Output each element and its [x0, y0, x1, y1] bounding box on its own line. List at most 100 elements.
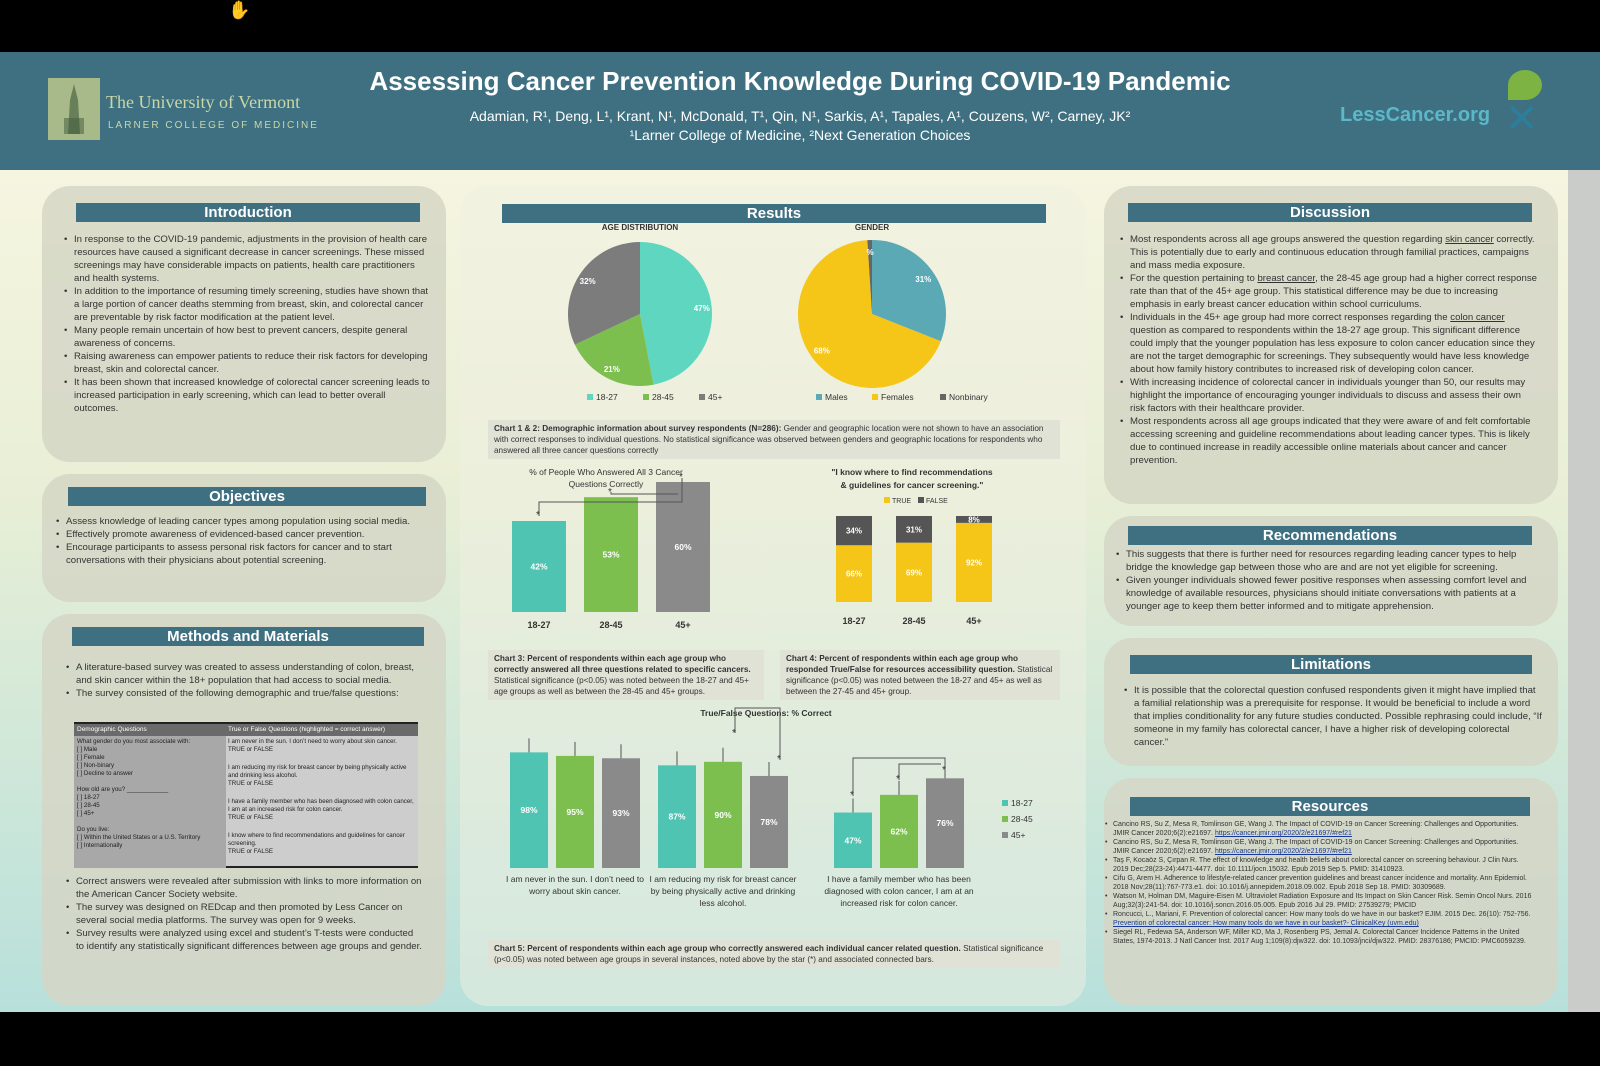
legend-swatch [884, 497, 890, 503]
significance-star: * [608, 487, 612, 498]
uvm-logo-block: The University of Vermont LARNER COLLEGE… [48, 78, 317, 140]
tf-question-2: I am reducing my risk for breast cancer … [228, 764, 407, 787]
category-label: 28-45 [599, 620, 622, 630]
bar-true [956, 522, 992, 602]
legend-label: TRUE [892, 498, 911, 505]
chart4-title-line2: & guidelines for cancer screening." [841, 480, 984, 490]
bar-value-label: 8% [968, 515, 980, 524]
bar-value-label: 92% [966, 558, 982, 567]
caption-chart-1-2-bold: Chart 1 & 2: Demographic information abo… [494, 424, 782, 433]
list-item: It is possible that the colorectal quest… [1124, 684, 1542, 749]
list-item: The survey consisted of the following de… [66, 687, 422, 700]
reference-item: Cancino RS, Su Z, Mesa R, Tomlinson GE, … [1105, 820, 1535, 838]
legend-label: FALSE [926, 498, 948, 505]
discussion-text: Most respondents across all age groups i… [1130, 416, 1531, 466]
resources-list: Cancino RS, Su Z, Mesa R, Tomlinson GE, … [1105, 820, 1535, 946]
pie-slice [640, 242, 712, 385]
table-header: Demographic Questions True or False Ques… [74, 724, 418, 736]
methods-heading: Methods and Materials [72, 627, 424, 646]
list-item: Correct answers were revealed after subm… [66, 875, 422, 901]
category-label: I am never in the sun. I don’t need to [506, 874, 644, 884]
demographic-column: What gender do you most associate with: … [74, 736, 226, 868]
bar [510, 752, 548, 868]
category-label: diagnosed with colon cancer, I am at an [824, 886, 974, 896]
bar-value-label: 60% [674, 542, 691, 552]
significance-bracket [734, 707, 781, 760]
category-label: worry about skin cancer. [528, 886, 621, 896]
discussion-text: correctly. This is potentially due to ea… [1130, 234, 1535, 271]
leaf-icon [1508, 70, 1542, 100]
discussion-text: Most respondents across all age groups a… [1130, 234, 1446, 245]
caption-chart-5-text: Statistical significance (p<0.05) was no… [494, 944, 1044, 964]
bar-true [896, 542, 932, 602]
bar-value-label: 76% [936, 818, 953, 828]
limitations-list: It is possible that the colorectal quest… [1124, 684, 1542, 749]
category-label: by being physically active and drinking [651, 886, 796, 896]
bar [926, 778, 964, 868]
reference-item: Cancino RS, Su Z, Mesa R, Tomlinson GE, … [1105, 838, 1535, 856]
category-label: less alcohol. [700, 898, 747, 908]
legend-swatch [699, 394, 705, 400]
bar [750, 775, 788, 868]
bar-value-label: 90% [714, 810, 731, 820]
bar [512, 521, 566, 612]
objectives-heading: Objectives [68, 487, 426, 506]
category-label: 18-27 [527, 620, 550, 630]
significance-star: * [732, 728, 736, 739]
bar-false [836, 516, 872, 546]
category-label: increased risk for colon cancer. [840, 898, 957, 908]
pie-title: GENDER [855, 223, 889, 232]
list-item: Individuals in the 45+ age group had mor… [1120, 311, 1538, 376]
pie-slice [798, 240, 941, 388]
methods-list-bottom: Correct answers were revealed after subm… [66, 875, 422, 953]
legend-label: 18-27 [1011, 798, 1033, 808]
list-item: Raising awareness can empower patients t… [64, 350, 430, 376]
legend-label: Nonbinary [949, 392, 988, 402]
table-header-demographic: Demographic Questions [77, 726, 147, 733]
caption-chart-1-2: Chart 1 & 2: Demographic information abo… [488, 420, 1060, 459]
discussion-text: With increasing incidence of colorectal … [1130, 377, 1526, 414]
list-item: The survey was designed on REDcap and th… [66, 901, 422, 927]
top-black-bar [0, 0, 1600, 52]
uvm-tower-icon [48, 78, 100, 140]
reference-link[interactable]: https://cancer.jmir.org/2020/2/e21697/#r… [1214, 830, 1352, 837]
reference-text: Roncucci, L., Mariani, F. Prevention of … [1113, 911, 1531, 918]
pie-value-label: 47% [694, 304, 710, 313]
list-item: Survey results were analyzed using excel… [66, 927, 422, 953]
category-label: 45+ [966, 616, 981, 626]
legend-label: 18-27 [596, 392, 618, 402]
list-item: Given younger individuals showed fewer p… [1116, 574, 1540, 613]
pie-value-label: % [866, 248, 873, 257]
reference-link[interactable]: https://cancer.jmir.org/2020/2/e21697/#r… [1214, 848, 1352, 855]
cancer-type-term: breast cancer [1257, 273, 1316, 284]
caption-chart-4-text: Statistical significance (p<0.05) was no… [786, 665, 1053, 696]
chart4-title-line1: "I know where to find recommendations [831, 467, 993, 477]
legend-swatch [587, 394, 593, 400]
uvm-name: The University of Vermont [106, 92, 301, 112]
pie-slice [872, 240, 946, 342]
pie-value-label: 32% [580, 277, 596, 286]
bottom-black-bar [0, 1012, 1600, 1066]
list-item: A literature-based survey was created to… [66, 661, 422, 687]
legend-swatch [643, 394, 649, 400]
significance-star: * [536, 510, 540, 521]
caption-chart-3: Chart 3: Percent of respondents within e… [488, 650, 764, 700]
bar [556, 755, 594, 868]
category-label: 28-45 [902, 616, 925, 626]
poster-header [0, 52, 1600, 170]
legend-label: 45+ [1011, 830, 1025, 840]
bar [704, 761, 742, 868]
bar [602, 758, 640, 868]
caption-chart-5: Chart 5: Percent of respondents within e… [488, 940, 1060, 968]
reference-text: Cifu G, Arem H. Adherence to lifestyle-r… [1113, 875, 1527, 891]
legend-label: 28-45 [1011, 814, 1033, 824]
bar-value-label: 69% [906, 568, 922, 577]
reference-text: Siegel RL, Fedewa SA, Anderson WF, Mille… [1113, 929, 1526, 945]
legend-swatch [872, 394, 878, 400]
recommendations-heading: Recommendations [1128, 526, 1532, 545]
legend-swatch [940, 394, 946, 400]
reference-link[interactable]: Prevention of colorectal cancer: How man… [1113, 920, 1419, 927]
reference-item: Taş F, Kocaöz S, Çırpan R. The effect of… [1105, 856, 1535, 874]
resources-heading: Resources [1130, 797, 1530, 816]
bar [834, 812, 872, 868]
